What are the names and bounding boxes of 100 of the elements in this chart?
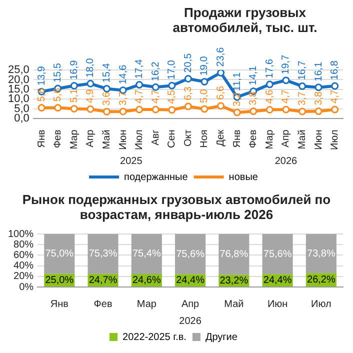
data-label: 75,0% — [45, 248, 74, 260]
chart-title: Рынок подержанных грузовых автомобилей по возрастам, январь-июль 2026 — [21, 191, 332, 224]
point — [86, 80, 94, 88]
x-tick-label: Фев — [248, 130, 260, 148]
data-label: 3,8 — [313, 90, 324, 106]
point — [102, 84, 110, 92]
data-label: 18,0 — [85, 58, 96, 78]
data-label: 6,6 — [216, 86, 227, 100]
point — [331, 82, 339, 90]
data-label: 5,6 — [36, 87, 48, 102]
data-label: 23,2% — [220, 275, 248, 286]
point — [217, 70, 225, 76]
data-label: 14,6 — [118, 64, 129, 84]
y-tick-label: 100% — [8, 228, 34, 240]
point — [70, 105, 78, 113]
data-label: 75,4% — [132, 248, 161, 260]
point — [184, 102, 192, 110]
data-label: 19,7 — [280, 54, 292, 74]
data-label: 16,7 — [297, 60, 308, 80]
point — [119, 108, 127, 116]
point — [184, 75, 192, 83]
data-label: 17,6 — [264, 58, 276, 78]
y-tick-label: 40% — [14, 260, 34, 272]
y-tick-label: 80% — [14, 239, 34, 250]
x-tick-label: Ноя — [199, 130, 210, 148]
x-tick-label: Мар — [68, 129, 80, 150]
point — [200, 105, 208, 113]
bar — [218, 234, 250, 275]
point — [314, 108, 322, 116]
point — [282, 76, 290, 84]
data-label: 75,6% — [176, 248, 205, 260]
bar — [88, 234, 118, 274]
x-tick-label: Апр — [85, 129, 96, 148]
x-tick-label: Май — [101, 130, 112, 150]
x-tick-label: Дек — [216, 129, 227, 146]
legend-label: подержанные — [124, 172, 188, 183]
x-tick-label: Авг — [150, 129, 162, 146]
data-label: 16,9 — [68, 60, 80, 80]
data-label: 16,8 — [330, 60, 341, 80]
point — [314, 84, 322, 92]
x-tick-label: Янв — [36, 130, 48, 148]
x-tick-label: Окт — [182, 129, 194, 147]
x-tick-label: Мар — [264, 129, 276, 150]
data-label: 19,0 — [199, 56, 210, 76]
data-label: 17,4 — [134, 58, 146, 79]
data-label: 3,8 — [248, 90, 260, 106]
text: 2026 — [274, 156, 298, 167]
data-label: 3,6 — [101, 91, 112, 106]
x-tick-label: Фев — [52, 130, 64, 148]
data-label: 13,9 — [36, 66, 48, 86]
point — [266, 80, 274, 88]
x-tick-label: Янв — [50, 298, 68, 310]
x-tick-label: Июн — [267, 298, 288, 310]
x-tick-label: Апр — [181, 298, 200, 310]
data-label: 3,7 — [297, 91, 308, 106]
data-label: 15,4 — [101, 62, 112, 83]
data-label: 23,6 — [216, 46, 227, 67]
point — [38, 104, 46, 112]
legend-label: Другие — [205, 332, 238, 343]
point — [298, 108, 306, 116]
point — [54, 104, 62, 112]
data-label: 20,5 — [182, 52, 194, 73]
data-label: 17,0 — [166, 60, 178, 80]
data-label: 75,3% — [88, 248, 118, 260]
point — [152, 106, 160, 114]
data-label: 24,4% — [263, 275, 292, 286]
x-tick-label: Июл — [311, 298, 332, 310]
legend-label: 2022-2025 г.в. — [122, 332, 186, 343]
y-tick-label: 60% — [14, 250, 34, 261]
data-label: 5,1 — [68, 88, 80, 103]
data-label: 16,2 — [150, 61, 162, 82]
legend-label: новые — [228, 172, 258, 183]
data-label: 25,0% — [45, 274, 74, 286]
point — [200, 78, 208, 86]
point — [136, 106, 144, 114]
x-tick-label: Май — [224, 298, 244, 310]
y-tick-label: 5,0 — [14, 102, 30, 115]
data-label: 26,2% — [307, 274, 336, 286]
data-label: 4,6 — [264, 89, 276, 104]
point — [282, 106, 290, 114]
point — [168, 82, 176, 90]
point — [136, 81, 144, 89]
data-label: 76,8% — [220, 249, 248, 260]
point — [102, 108, 110, 116]
point — [86, 105, 94, 113]
data-label: 3,7 — [118, 91, 129, 106]
data-label: 4,7 — [150, 89, 162, 104]
data-label: 4,7 — [280, 89, 292, 104]
data-label: 14,1 — [248, 65, 260, 86]
point — [168, 106, 176, 114]
bar — [175, 234, 206, 274]
x-tick-label: Июл — [330, 130, 341, 150]
data-label: 4,7 — [330, 89, 341, 104]
y-tick-label: 0% — [19, 282, 34, 293]
x-tick-label: Мар — [136, 298, 157, 310]
x-tick-label: Сен — [166, 130, 178, 148]
data-label: 24,6% — [132, 274, 161, 286]
bar — [131, 234, 162, 274]
point — [233, 108, 241, 116]
point — [217, 102, 225, 110]
